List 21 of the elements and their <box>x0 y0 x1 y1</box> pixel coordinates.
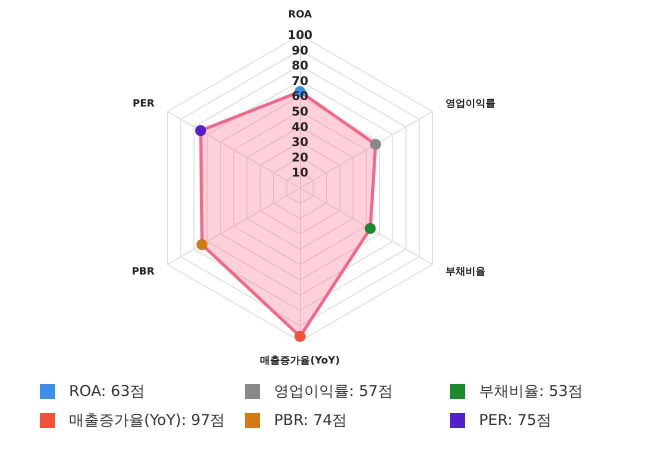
y-tick-label: 10 <box>292 166 308 180</box>
y-tick-label: 90 <box>292 43 308 58</box>
text: 영업이익률: 57점 <box>274 382 393 400</box>
spoke-label: 영업이익률 <box>445 98 496 110</box>
text: ROA: 63점 <box>69 382 145 400</box>
y-tick-label: 70 <box>292 74 308 88</box>
spoke-label: ROA <box>288 10 312 20</box>
spoke-label: PBR <box>132 266 155 278</box>
y-tick-label: 40 <box>292 120 308 134</box>
spoke-label: 부채비율 <box>445 266 486 278</box>
text: PBR: 74점 <box>274 411 348 429</box>
y-tick-label: 20 <box>292 150 308 164</box>
spoke-label: PER <box>132 98 155 110</box>
spoke-label: 매출증가율(YoY) <box>260 356 340 366</box>
text: PER: 75점 <box>479 411 552 429</box>
y-tick-label: 30 <box>292 135 308 150</box>
y-tick-label: 100 <box>287 28 313 42</box>
text: 매출증가율(YoY): 97점 <box>69 411 226 429</box>
text: 부채비율: 53점 <box>479 382 583 400</box>
y-tick-label: 80 <box>292 58 308 73</box>
y-tick-label: 50 <box>292 104 308 118</box>
